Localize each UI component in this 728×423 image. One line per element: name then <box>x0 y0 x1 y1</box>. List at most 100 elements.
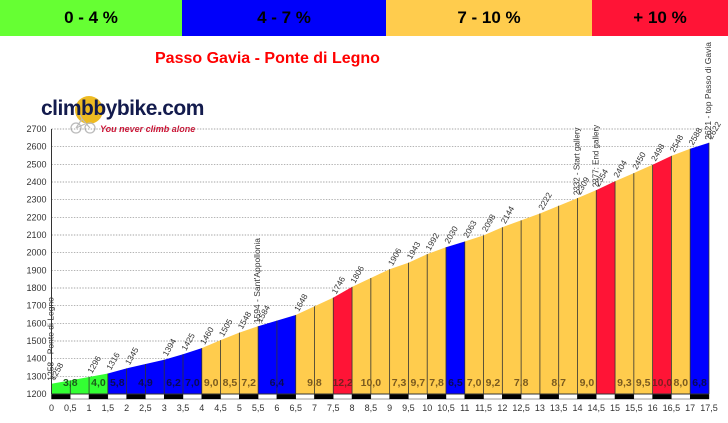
svg-text:9,5: 9,5 <box>402 403 415 413</box>
svg-text:14: 14 <box>572 403 582 413</box>
svg-text:1900: 1900 <box>26 265 46 275</box>
svg-text:16: 16 <box>648 403 658 413</box>
svg-text:2200: 2200 <box>26 212 46 222</box>
svg-text:3,8: 3,8 <box>63 377 78 389</box>
svg-text:3,5: 3,5 <box>177 403 190 413</box>
svg-text:10: 10 <box>422 403 432 413</box>
svg-text:1460: 1460 <box>198 325 216 346</box>
svg-text:9,5: 9,5 <box>636 377 651 389</box>
svg-text:1200: 1200 <box>26 389 46 399</box>
svg-text:4: 4 <box>199 403 204 413</box>
svg-text:2098: 2098 <box>480 212 498 233</box>
svg-text:1800: 1800 <box>26 283 46 293</box>
svg-text:13,5: 13,5 <box>550 403 568 413</box>
svg-text:8,7: 8,7 <box>551 377 566 389</box>
svg-text:7,3: 7,3 <box>392 377 407 389</box>
svg-text:12,5: 12,5 <box>512 403 530 413</box>
svg-text:7,8: 7,8 <box>514 377 529 389</box>
svg-text:11: 11 <box>460 403 469 413</box>
svg-text:2621 - top Passo di Gavia: 2621 - top Passo di Gavia <box>703 42 713 140</box>
svg-text:14,5: 14,5 <box>587 403 605 413</box>
svg-text:6,2: 6,2 <box>166 377 181 389</box>
svg-text:17,5: 17,5 <box>700 403 718 413</box>
svg-text:0: 0 <box>49 403 54 413</box>
svg-text:17: 17 <box>685 403 695 413</box>
svg-text:6,5: 6,5 <box>289 403 302 413</box>
svg-text:4,9: 4,9 <box>138 377 153 389</box>
svg-text:1394: 1394 <box>160 336 178 357</box>
svg-text:9: 9 <box>387 403 392 413</box>
svg-text:2400: 2400 <box>26 177 46 187</box>
svg-text:2: 2 <box>124 403 129 413</box>
svg-text:2500: 2500 <box>26 159 46 169</box>
svg-text:2450: 2450 <box>630 150 648 171</box>
svg-text:2030: 2030 <box>442 224 460 245</box>
svg-text:16,5: 16,5 <box>663 403 681 413</box>
svg-text:2222: 2222 <box>536 190 554 211</box>
svg-text:1425: 1425 <box>179 331 197 352</box>
svg-text:9,7: 9,7 <box>411 377 426 389</box>
svg-text:6: 6 <box>274 403 279 413</box>
svg-text:2377: End gallery: 2377: End gallery <box>591 125 600 187</box>
svg-text:15: 15 <box>610 403 620 413</box>
svg-text:1548: 1548 <box>235 309 253 330</box>
svg-text:2,5: 2,5 <box>139 403 152 413</box>
svg-text:12,2: 12,2 <box>332 377 353 389</box>
svg-text:2100: 2100 <box>26 230 46 240</box>
svg-text:10,5: 10,5 <box>437 403 455 413</box>
svg-text:2063: 2063 <box>461 218 479 239</box>
svg-text:7,2: 7,2 <box>241 377 256 389</box>
svg-text:0,5: 0,5 <box>64 403 77 413</box>
svg-text:2404: 2404 <box>611 158 629 179</box>
svg-text:8: 8 <box>350 403 355 413</box>
svg-text:10,0: 10,0 <box>361 377 382 389</box>
svg-text:8,5: 8,5 <box>365 403 378 413</box>
svg-text:1345: 1345 <box>123 345 141 366</box>
svg-text:4,5: 4,5 <box>214 403 227 413</box>
svg-text:7,8: 7,8 <box>429 377 444 389</box>
svg-text:9,3: 9,3 <box>617 377 632 389</box>
svg-text:12: 12 <box>497 403 507 413</box>
svg-text:2700: 2700 <box>26 124 46 134</box>
svg-text:7,0: 7,0 <box>185 377 200 389</box>
svg-text:9,0: 9,0 <box>204 377 219 389</box>
svg-text:2300: 2300 <box>26 195 46 205</box>
svg-text:7,5: 7,5 <box>327 403 340 413</box>
svg-text:1258 - Ponte di Legno: 1258 - Ponte di Legno <box>46 297 56 381</box>
svg-text:1316: 1316 <box>104 350 122 371</box>
svg-text:8,0: 8,0 <box>673 377 688 389</box>
svg-text:1400: 1400 <box>26 354 46 364</box>
svg-text:1,5: 1,5 <box>102 403 115 413</box>
svg-text:3: 3 <box>162 403 167 413</box>
svg-text:6,5: 6,5 <box>448 377 463 389</box>
svg-text:1505: 1505 <box>217 317 235 338</box>
svg-text:6,8: 6,8 <box>692 377 707 389</box>
svg-text:9,2: 9,2 <box>486 377 501 389</box>
svg-text:13: 13 <box>535 403 545 413</box>
svg-text:4,0: 4,0 <box>91 377 106 389</box>
svg-text:2548: 2548 <box>667 133 685 154</box>
svg-text:5,5: 5,5 <box>252 403 265 413</box>
svg-text:8,5: 8,5 <box>223 377 238 389</box>
svg-text:1296: 1296 <box>85 354 103 375</box>
svg-text:2332 - Start gallery: 2332 - Start gallery <box>572 127 581 195</box>
svg-text:1300: 1300 <box>26 371 46 381</box>
svg-text:10,0: 10,0 <box>652 377 673 389</box>
svg-text:2144: 2144 <box>498 204 516 225</box>
svg-text:2600: 2600 <box>26 142 46 152</box>
svg-text:7,0: 7,0 <box>467 377 482 389</box>
svg-text:5: 5 <box>237 403 242 413</box>
svg-text:1700: 1700 <box>26 301 46 311</box>
svg-text:1600: 1600 <box>26 318 46 328</box>
svg-text:15,5: 15,5 <box>625 403 643 413</box>
svg-text:2000: 2000 <box>26 248 46 258</box>
svg-text:1906: 1906 <box>386 246 404 267</box>
svg-text:1594 - Sant'Appollonia: 1594 - Sant'Appollonia <box>252 238 262 324</box>
svg-text:6,4: 6,4 <box>270 377 285 389</box>
svg-text:1: 1 <box>87 403 92 413</box>
svg-text:1992: 1992 <box>423 231 441 252</box>
svg-text:11,5: 11,5 <box>475 403 492 413</box>
svg-text:5,8: 5,8 <box>110 377 125 389</box>
svg-text:9,8: 9,8 <box>307 377 322 389</box>
svg-text:9,0: 9,0 <box>580 377 595 389</box>
